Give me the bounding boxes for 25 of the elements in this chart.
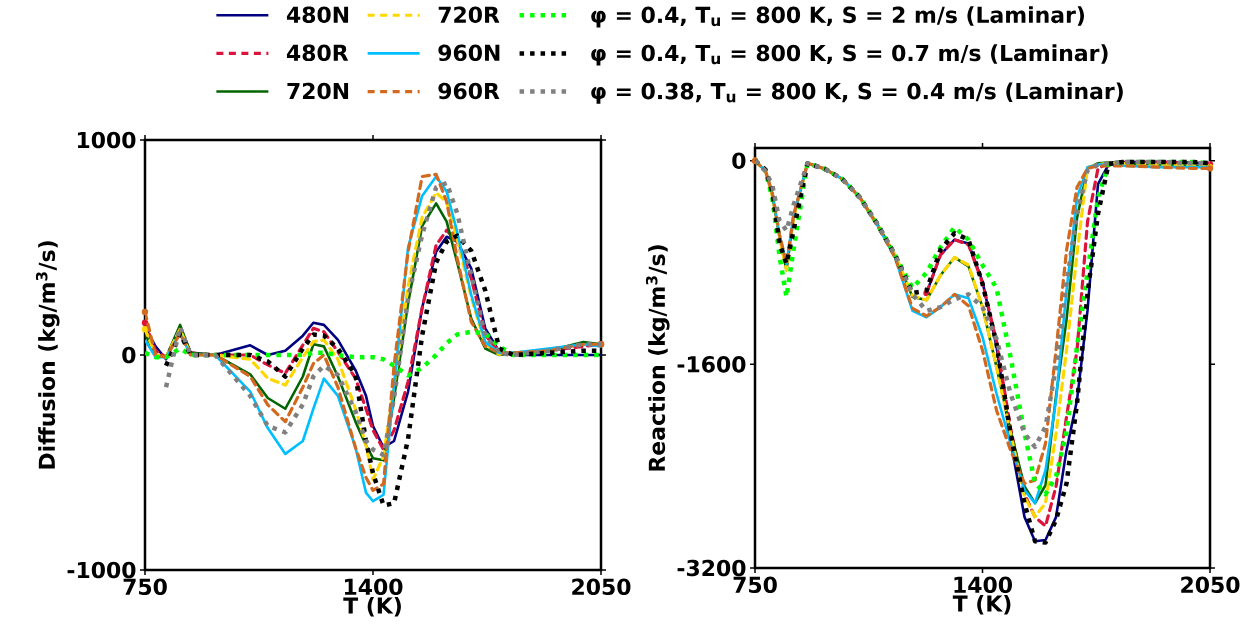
- x-tick-label: 2050: [1181, 576, 1240, 594]
- y-tick-label: -1600: [677, 356, 746, 373]
- legend-label: 720N: [287, 82, 349, 100]
- legend-label: 720R: [438, 6, 500, 23]
- y-tick-label: -1000: [67, 561, 136, 579]
- x-tick-label: 2050: [572, 578, 631, 596]
- legend-label: 480R: [286, 44, 349, 62]
- y-tick-label: 0: [122, 346, 136, 364]
- legend-label: φ = 0.4, T$_{u}$ = 800 K, S = 0.7 m/s (Laminar): [591, 44, 1108, 66]
- x-tick-label: 750: [733, 576, 777, 594]
- legend-label: 960R: [438, 82, 500, 100]
- y-tick-label: 0: [732, 152, 746, 170]
- y-tick-label: -3200: [677, 559, 746, 577]
- legend-label: 960N: [438, 44, 500, 62]
- x-tick-label: 750: [123, 578, 167, 596]
- x-axis-title: T (K): [343, 596, 401, 617]
- y-axis-title: Diffusion (kg/m$^{3}$/s): [35, 241, 60, 469]
- y-tick-label: 1000: [77, 131, 136, 149]
- y-axis-title: Reaction (kg/m$^{3}$/s): [645, 245, 670, 471]
- legend-label: φ = 0.4, T$_{u}$ = 800 K, S = 2 m/s (Laminar): [591, 6, 1084, 28]
- legend-label: 480N: [286, 6, 349, 23]
- x-tick-label: 1400: [954, 576, 1012, 594]
- x-tick-label: 1400: [344, 578, 403, 596]
- x-axis-title: T (K): [952, 594, 1011, 615]
- legend-label: φ = 0.38, T$_{u}$ = 800 K, S = 0.4 m/s (Laminar): [591, 82, 1123, 104]
